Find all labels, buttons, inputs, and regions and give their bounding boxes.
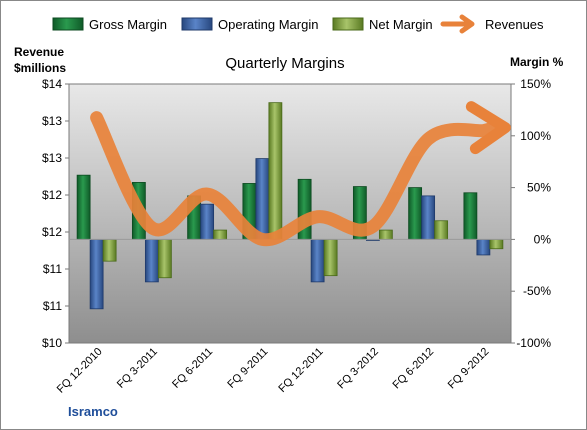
right-tick-label: 50%	[527, 181, 551, 195]
legend-swatch-operating-margin	[181, 17, 213, 31]
legend-swatch-net-margin	[332, 17, 364, 31]
left-tick-label: $10	[42, 336, 62, 350]
left-tick-label: $12	[42, 225, 62, 239]
legend-swatch-revenues	[440, 14, 475, 34]
bar-net-margin	[157, 238, 172, 279]
right-tick-label: 150%	[520, 77, 551, 91]
bar-gross-margin	[408, 187, 423, 240]
legend-label-operating-margin: Operating Margin	[218, 17, 318, 32]
bar-gross-margin	[76, 174, 91, 240]
right-axis-ticks: 150% 100% 50% 0% -50% -100%	[511, 77, 551, 350]
left-axis-title-line2: $millions	[14, 61, 66, 75]
revenue-arrowhead	[465, 101, 511, 155]
right-tick-label: -50%	[523, 284, 551, 298]
bar-gross-margin	[463, 192, 478, 240]
bar-net-margin	[378, 229, 393, 240]
bar-operating-margin	[476, 238, 491, 256]
left-tick-label: $11	[43, 299, 62, 313]
bar-operating-margin	[144, 238, 159, 283]
left-tick-label: $12	[42, 188, 62, 202]
bar-net-margin	[323, 238, 338, 277]
bar-net-margin	[434, 220, 449, 240]
source-label: Isramco	[68, 404, 118, 419]
bar-net-margin	[489, 238, 504, 250]
revenue-line-group	[90, 101, 511, 247]
bar-net-margin	[213, 229, 228, 240]
left-axis-title-line1: Revenue	[14, 45, 64, 59]
bar-net-margin	[102, 238, 117, 262]
left-tick-label: $13	[42, 114, 62, 128]
bar-operating-margin	[89, 238, 104, 310]
left-tick-label: $14	[42, 77, 62, 91]
legend-label-revenues: Revenues	[485, 17, 544, 32]
right-tick-label: -100%	[516, 336, 551, 350]
chart-title: Quarterly Margins	[225, 55, 344, 72]
left-tick-label: $11	[43, 262, 62, 276]
revenue-line	[90, 111, 498, 247]
bar-operating-margin	[255, 158, 270, 240]
bar-operating-margin	[421, 195, 436, 240]
legend: Gross Margin Operating Margin Net Margin…	[52, 14, 544, 34]
right-axis-title: Margin %	[510, 55, 564, 69]
legend-label-net-margin: Net Margin	[369, 17, 433, 32]
right-tick-label: 0%	[534, 232, 552, 246]
legend-swatch-gross-margin	[52, 17, 84, 31]
legend-label-gross-margin: Gross Margin	[89, 17, 167, 32]
left-axis-ticks: $14 $13 $13 $12 $12 $11 $11 $10	[42, 77, 69, 350]
left-tick-label: $13	[42, 151, 62, 165]
bar-operating-margin	[310, 238, 325, 283]
right-tick-label: 100%	[520, 129, 551, 143]
bar-net-margin	[268, 102, 283, 240]
bar-operating-margin	[200, 203, 215, 240]
